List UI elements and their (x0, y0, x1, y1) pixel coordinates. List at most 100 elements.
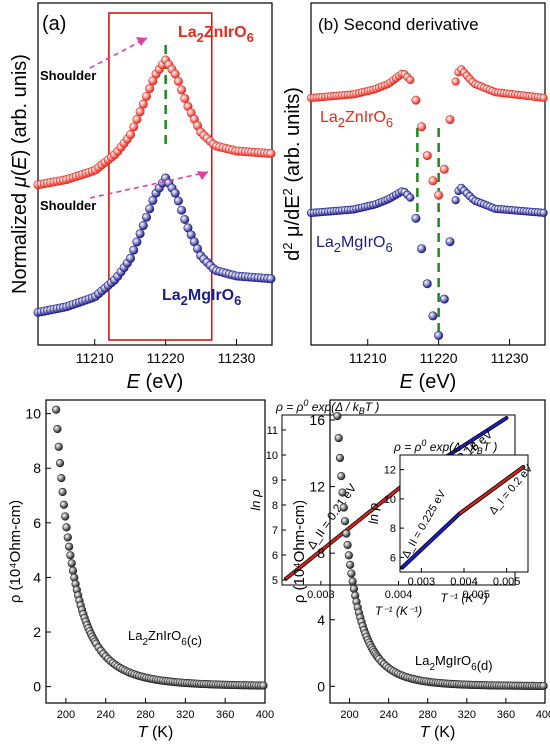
legend-zn: La2ZnIrO6 (320, 109, 393, 130)
series-resistivity (52, 405, 268, 690)
y-axis-label: Normalized μ(E) (arb. unis) (9, 54, 31, 294)
y-axis-label: ρ (10⁴Ohm-cm) (291, 500, 308, 603)
panel-label: (a) (42, 13, 66, 35)
data-point (334, 433, 343, 443)
data-point (62, 523, 71, 532)
data-point (342, 529, 351, 538)
annotation-shoulder: Shoulder (40, 198, 96, 213)
x-tick-label: 11220 (147, 350, 185, 366)
inset-x-axis-label: T⁻¹ (K⁻¹) (375, 604, 422, 618)
data-point (170, 188, 180, 198)
data-point (335, 453, 345, 463)
data-point (173, 76, 183, 86)
data-point (141, 91, 151, 101)
inset-y-tick-label: 9 (272, 475, 278, 487)
data-point (177, 205, 187, 215)
data-point (141, 212, 151, 222)
data-point (451, 196, 460, 205)
x-tick-label: 280 (419, 709, 437, 721)
series-La2ZnIrO6 (306, 65, 548, 200)
inset-y-tick-label: 6 (272, 550, 278, 562)
x-tick-label: 240 (379, 709, 397, 721)
data-point (63, 533, 72, 542)
plot-frame (329, 399, 546, 704)
inset-x-tick-label: 0.004 (450, 576, 478, 588)
x-tick-label: 200 (340, 709, 358, 721)
data-point (422, 151, 432, 161)
data-point (406, 75, 415, 85)
data-point (344, 551, 353, 560)
inset-x-tick-label: 0.005 (493, 576, 521, 588)
inset-y-tick-label: 8 (390, 523, 396, 535)
y-tick-label: 10 (25, 406, 41, 422)
inset-y-tick-label: 5 (272, 575, 278, 587)
inset-x-tick-label: 0.003 (408, 576, 436, 588)
y-tick-label: 6 (33, 515, 41, 531)
data-point (339, 503, 348, 512)
data-point (180, 93, 190, 103)
data-point (411, 213, 421, 223)
data-point (451, 77, 460, 86)
inset-y-tick-label: 6 (390, 552, 396, 564)
data-point (539, 681, 548, 691)
series-resistivity (333, 411, 548, 691)
plot-frame (45, 399, 266, 704)
y-tick-label: 8 (317, 545, 325, 561)
data-point (445, 237, 455, 247)
series-La2MgIrO6 (33, 173, 276, 317)
y-tick-label: 4 (317, 612, 325, 628)
data-point (132, 114, 142, 124)
data-point (346, 560, 355, 569)
inset-fit-line (401, 512, 461, 569)
data-point (54, 442, 63, 451)
data-point (406, 193, 415, 202)
inset-x-axis-label: T⁻¹ (K⁻¹) (440, 591, 487, 605)
annotation-shoulder: Shoulder (40, 68, 96, 83)
sample-label: La2ZnIrO6(c) (128, 628, 202, 648)
data-point (145, 204, 155, 214)
y-tick-label: 0 (33, 679, 41, 695)
data-point (59, 500, 69, 509)
data-point (422, 279, 432, 289)
x-tick-label: 280 (136, 709, 154, 721)
inset-y-tick-label: 12 (384, 465, 396, 477)
inset-x-tick-label: 0.003 (307, 589, 335, 601)
highlight-box (108, 12, 213, 341)
data-point (428, 311, 438, 321)
plot-frame (310, 2, 546, 346)
data-point (417, 244, 427, 254)
series-La2MgIrO6 (306, 183, 548, 340)
inset-y-tick-label: 10 (266, 450, 278, 462)
inset-x-tick-label: 0.004 (385, 589, 413, 601)
y-tick-label: 12 (309, 479, 325, 495)
data-point (539, 208, 548, 217)
inset-x-tick-label: 0.005 (462, 589, 490, 601)
x-axis-label: T (K) (138, 724, 174, 741)
data-point (57, 474, 66, 483)
x-tick-label: 11230 (491, 350, 529, 366)
data-point (180, 214, 190, 224)
data-point (417, 122, 427, 132)
panel-a: 11210 11220 11230 E (eV) Normalized μ(E) (ar… (9, 2, 276, 393)
data-point (428, 176, 438, 186)
data-point (129, 122, 139, 132)
x-tick-label: 240 (97, 709, 115, 721)
x-tick-label: 320 (458, 709, 476, 721)
data-point (61, 512, 70, 521)
panel-d: 200 240 280 320 360 400 0 4 8 12 16 T (K) ρ (10⁴Ohm-… (291, 399, 550, 741)
x-tick-label: 320 (176, 709, 194, 721)
y-tick-label: 4 (33, 569, 41, 585)
x-tick-label: 400 (256, 709, 274, 721)
data-point (138, 221, 148, 231)
data-point (439, 294, 449, 304)
data-point (266, 149, 276, 159)
data-point (135, 229, 145, 239)
y-tick-label: 2 (33, 624, 41, 640)
arrow-head (197, 171, 208, 180)
data-point (138, 99, 148, 109)
data-point (58, 487, 67, 497)
data-point (333, 411, 342, 421)
inset-frame (399, 454, 529, 573)
